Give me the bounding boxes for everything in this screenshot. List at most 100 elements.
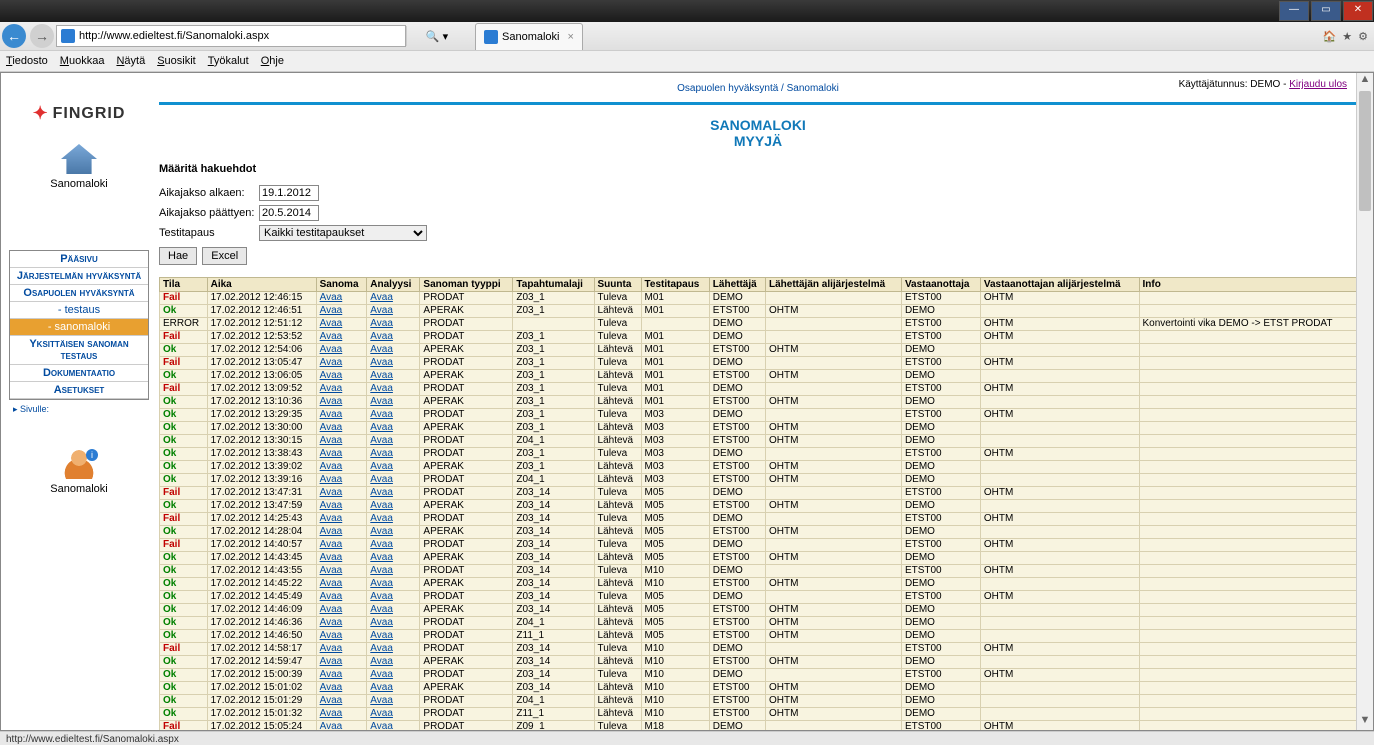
open-message-link[interactable]: Avaa [320,604,343,615]
home-icon[interactable]: 🏠 [1323,30,1337,43]
open-analysis-link[interactable]: Avaa [370,292,393,303]
from-date-input[interactable] [259,185,319,201]
open-message-link[interactable]: Avaa [320,578,343,589]
open-analysis-link[interactable]: Avaa [370,604,393,615]
forward-button[interactable]: → [30,24,54,48]
column-header[interactable]: Aika [207,278,316,292]
open-message-link[interactable]: Avaa [320,552,343,563]
open-message-link[interactable]: Avaa [320,513,343,524]
open-message-link[interactable]: Avaa [320,721,343,730]
open-analysis-link[interactable]: Avaa [370,318,393,329]
open-analysis-link[interactable]: Avaa [370,448,393,459]
logout-link[interactable]: Kirjaudu ulos [1289,79,1347,90]
open-analysis-link[interactable]: Avaa [370,682,393,693]
scroll-up-icon[interactable]: ▲ [1357,73,1373,89]
open-message-link[interactable]: Avaa [320,305,343,316]
column-header[interactable]: Lähettäjän alijärjestelmä [765,278,901,292]
column-header[interactable]: Vastaanottajan alijärjestelmä [980,278,1139,292]
case-select[interactable]: Kaikki testitapaukset [259,225,427,241]
open-analysis-link[interactable]: Avaa [370,617,393,628]
open-analysis-link[interactable]: Avaa [370,721,393,730]
open-analysis-link[interactable]: Avaa [370,708,393,719]
home-building-icon[interactable] [61,144,97,174]
address-search-controls[interactable]: 🔍 ▾ [406,26,467,46]
column-header[interactable]: Analyysi [367,278,420,292]
open-message-link[interactable]: Avaa [320,695,343,706]
open-message-link[interactable]: Avaa [320,565,343,576]
menu-item[interactable]: Työkalut [208,55,249,67]
open-message-link[interactable]: Avaa [320,656,343,667]
favorites-icon[interactable]: ★ [1342,30,1352,43]
tab-close-icon[interactable]: × [567,31,573,43]
column-header[interactable]: Sanoman tyyppi [420,278,513,292]
open-analysis-link[interactable]: Avaa [370,630,393,641]
open-message-link[interactable]: Avaa [320,448,343,459]
scroll-thumb[interactable] [1359,91,1371,211]
open-message-link[interactable]: Avaa [320,643,343,654]
open-analysis-link[interactable]: Avaa [370,565,393,576]
open-message-link[interactable]: Avaa [320,526,343,537]
open-message-link[interactable]: Avaa [320,708,343,719]
open-analysis-link[interactable]: Avaa [370,539,393,550]
open-analysis-link[interactable]: Avaa [370,357,393,368]
open-message-link[interactable]: Avaa [320,383,343,394]
open-analysis-link[interactable]: Avaa [370,474,393,485]
column-header[interactable]: Info [1139,278,1357,292]
search-button[interactable]: Hae [159,247,197,265]
window-maximize-button[interactable]: ▭ [1311,1,1341,21]
sidebar-nav-item[interactable]: Pääsivu [10,251,148,268]
sidebar-nav-item[interactable]: Dokumentaatio [10,365,148,382]
open-message-link[interactable]: Avaa [320,344,343,355]
open-analysis-link[interactable]: Avaa [370,461,393,472]
open-message-link[interactable]: Avaa [320,292,343,303]
column-header[interactable]: Lähettäjä [709,278,765,292]
open-message-link[interactable]: Avaa [320,682,343,693]
back-button[interactable]: ← [2,24,26,48]
open-message-link[interactable]: Avaa [320,669,343,680]
menu-item[interactable]: Näytä [116,55,145,67]
window-close-button[interactable]: ✕ [1343,1,1373,21]
menu-item[interactable]: Tiedosto [6,55,48,67]
scroll-down-icon[interactable]: ▼ [1357,714,1373,730]
column-header[interactable]: Testitapaus [641,278,709,292]
open-message-link[interactable]: Avaa [320,461,343,472]
open-analysis-link[interactable]: Avaa [370,396,393,407]
open-message-link[interactable]: Avaa [320,591,343,602]
open-analysis-link[interactable]: Avaa [370,500,393,511]
sidebar-nav-item[interactable]: Järjestelmän hyväksyntä [10,268,148,285]
open-analysis-link[interactable]: Avaa [370,370,393,381]
column-header[interactable]: Suunta [594,278,641,292]
open-message-link[interactable]: Avaa [320,318,343,329]
open-analysis-link[interactable]: Avaa [370,552,393,563]
open-message-link[interactable]: Avaa [320,539,343,550]
menu-item[interactable]: Ohje [261,55,284,67]
open-message-link[interactable]: Avaa [320,435,343,446]
column-header[interactable]: Tapahtumalaji [513,278,594,292]
open-analysis-link[interactable]: Avaa [370,383,393,394]
open-message-link[interactable]: Avaa [320,331,343,342]
open-analysis-link[interactable]: Avaa [370,526,393,537]
breadcrumb[interactable]: Osapuolen hyväksyntä / Sanomaloki [159,83,1357,94]
open-analysis-link[interactable]: Avaa [370,669,393,680]
sidebar-nav-item[interactable]: Osapuolen hyväksyntä [10,285,148,302]
open-analysis-link[interactable]: Avaa [370,578,393,589]
open-message-link[interactable]: Avaa [320,474,343,485]
open-message-link[interactable]: Avaa [320,370,343,381]
open-analysis-link[interactable]: Avaa [370,331,393,342]
open-message-link[interactable]: Avaa [320,487,343,498]
address-bar[interactable]: http://www.edieltest.fi/Sanomaloki.aspx [56,25,406,47]
open-message-link[interactable]: Avaa [320,396,343,407]
menu-item[interactable]: Suosikit [157,55,196,67]
open-analysis-link[interactable]: Avaa [370,305,393,316]
open-message-link[interactable]: Avaa [320,422,343,433]
browser-tab[interactable]: Sanomaloki × [475,23,583,50]
open-analysis-link[interactable]: Avaa [370,435,393,446]
sidebar-nav-item[interactable]: Yksittäisen sanoman testaus [10,336,148,365]
menu-item[interactable]: Muokkaa [60,55,105,67]
sidebar-nav-item[interactable]: Asetukset [10,382,148,399]
open-analysis-link[interactable]: Avaa [370,422,393,433]
open-message-link[interactable]: Avaa [320,630,343,641]
column-header[interactable]: Tila [160,278,208,292]
column-header[interactable]: Vastaanottaja [901,278,980,292]
vertical-scrollbar[interactable]: ▲ ▼ [1356,73,1373,730]
